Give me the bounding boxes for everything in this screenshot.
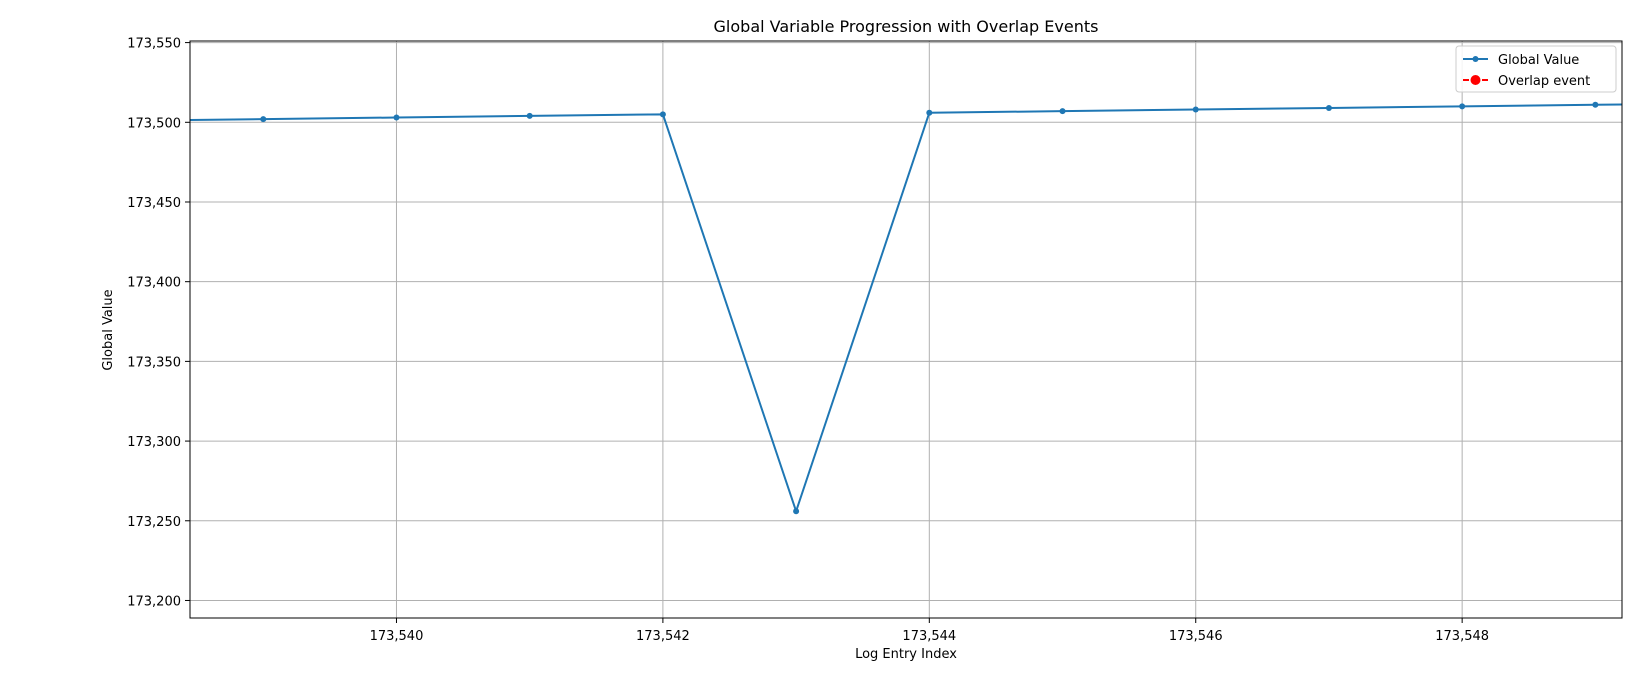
- y-tick-label: 173,450: [127, 196, 181, 211]
- x-tick-label: 173,542: [636, 629, 690, 644]
- series-line: [190, 103, 1622, 513]
- data-point: [1459, 103, 1466, 110]
- data-point: [526, 112, 533, 119]
- legend-marker: [1470, 75, 1481, 85]
- x-axis: 173,540 173,542 173,544 173,546 173,548: [370, 618, 1489, 644]
- grid: [190, 41, 1622, 618]
- y-axis: 173,200 173,250 173,300 173,350 173,400 173,4…: [127, 37, 190, 609]
- x-axis-label: Log Entry Index: [855, 647, 957, 662]
- data-point: [1192, 106, 1199, 113]
- data-point: [1059, 108, 1066, 115]
- y-tick-label: 173,500: [127, 116, 181, 131]
- data-point: [793, 508, 800, 515]
- x-tick-label: 173,546: [1169, 629, 1223, 644]
- data-point: [1592, 101, 1599, 108]
- data-point: [393, 114, 400, 121]
- data-point: [659, 111, 666, 118]
- x-tick-label: 173,540: [370, 629, 424, 644]
- y-axis-label: Global Value: [101, 289, 116, 370]
- data-point: [926, 109, 933, 116]
- y-tick-label: 173,200: [127, 594, 181, 609]
- y-tick-label: 173,550: [127, 37, 181, 52]
- y-tick-label: 173,250: [127, 515, 181, 530]
- legend-box: [1455, 45, 1617, 93]
- legend: Global Value Overlap event: [1455, 45, 1617, 93]
- legend-label: Overlap event: [1498, 74, 1590, 89]
- legend-marker: [1472, 56, 1479, 62]
- y-tick-label: 173,350: [127, 355, 181, 370]
- data-point: [1325, 104, 1332, 111]
- data-point: [260, 116, 267, 123]
- x-tick-label: 173,544: [902, 629, 956, 644]
- chart-title: Global Variable Progression with Overlap…: [714, 17, 1099, 36]
- x-tick-label: 173,548: [1435, 629, 1489, 644]
- plot-frame: [189, 40, 1623, 619]
- series-layer: [190, 101, 1622, 515]
- legend-label: Global Value: [1498, 53, 1579, 68]
- y-tick-label: 173,300: [127, 435, 181, 450]
- y-tick-label: 173,400: [127, 276, 181, 291]
